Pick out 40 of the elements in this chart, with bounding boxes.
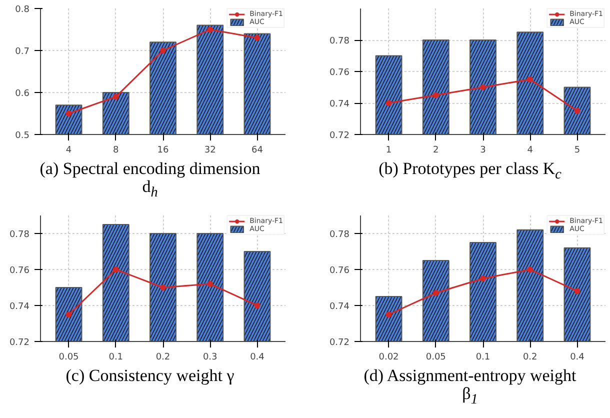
x-tick-label: 4 — [66, 146, 72, 156]
y-tick-label: 0.5 — [15, 131, 30, 141]
x-tick-label: 8 — [113, 146, 120, 156]
text: (b) Prototypes per class K$_{c}$ — [378, 159, 562, 182]
y-tick-label: 0.72 — [329, 131, 350, 141]
y-tick-label: 0.76 — [329, 68, 350, 78]
x-tick-label: 0.4 — [570, 352, 585, 362]
text: (a) Spectral encoding dimension d$_{h}$ — [38, 159, 262, 200]
x-tick-label: 0.05 — [58, 352, 79, 362]
x-tick-label: 0.4 — [250, 352, 265, 362]
y-tick-label: 0.72 — [9, 338, 30, 348]
y-tick-label: 0.74 — [329, 100, 350, 110]
x-tick-label: 16 — [157, 146, 169, 156]
y-tick-label: 0.74 — [329, 302, 350, 312]
y-tick-label: 0.76 — [9, 266, 30, 276]
text: (c) Consistency weight γ — [64, 366, 236, 385]
x-tick-label: 0.02 — [378, 352, 399, 362]
x-tick-label: 32 — [204, 146, 216, 156]
x-tick-label: 2 — [433, 146, 439, 156]
x-tick-label: 0.1 — [476, 352, 490, 362]
y-tick-label: 0.78 — [9, 230, 30, 240]
x-tick-label: 4 — [527, 146, 534, 156]
y-tick-label: 0.7 — [15, 47, 30, 57]
y-tick-label: 0.74 — [9, 302, 30, 312]
x-tick-label: 0.3 — [202, 352, 218, 362]
x-tick-label: 0.2 — [522, 352, 538, 362]
x-tick-label: 0.05 — [426, 352, 446, 362]
y-tick-label: 0.6 — [15, 89, 30, 99]
y-tick-label: 0.78 — [329, 230, 350, 240]
x-tick-label: 3 — [480, 146, 486, 156]
y-tick-label: 0.78 — [329, 36, 350, 46]
x-tick-label: 64 — [252, 146, 264, 156]
y-tick-label: 0.76 — [329, 266, 350, 276]
x-tick-label: 0.1 — [108, 352, 124, 362]
x-tick-label: 0.2 — [156, 352, 170, 362]
y-tick-label: 0.72 — [329, 338, 350, 348]
x-tick-label: 5 — [574, 146, 580, 156]
text: (d) Assignment-entropy weight β$_{1}$ — [362, 366, 578, 408]
y-tick-label: 0.8 — [15, 5, 30, 15]
x-tick-label: 1 — [386, 146, 392, 156]
